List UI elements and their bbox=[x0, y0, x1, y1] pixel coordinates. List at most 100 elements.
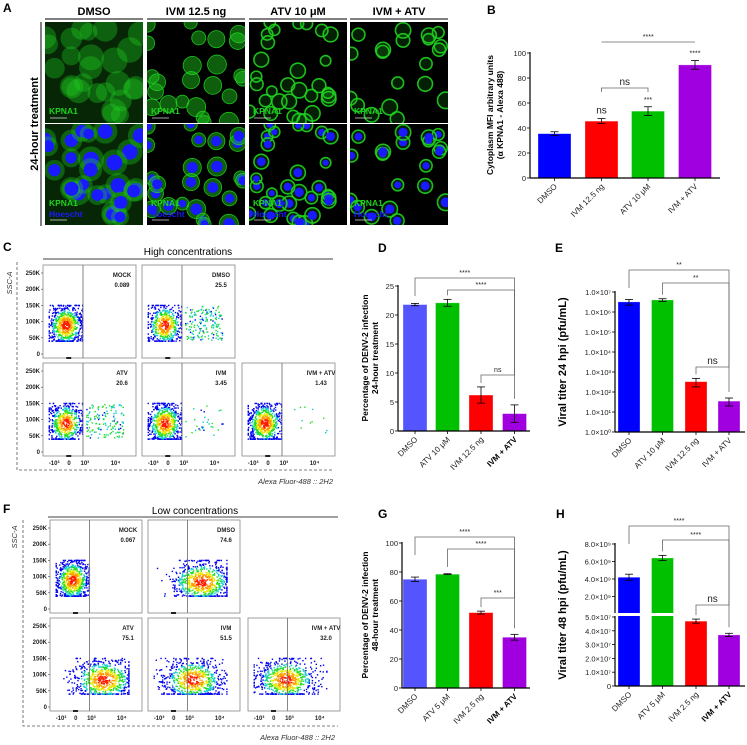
event-dot bbox=[80, 325, 82, 327]
event-dot bbox=[262, 407, 264, 410]
event-dot bbox=[168, 340, 170, 342]
event-dot bbox=[159, 438, 162, 440]
event-dot bbox=[70, 566, 72, 568]
event-dot bbox=[204, 559, 207, 562]
event-dot bbox=[57, 438, 60, 440]
event-dot bbox=[147, 424, 149, 427]
event-dot bbox=[104, 414, 106, 417]
event-dot bbox=[64, 594, 66, 596]
event-dot bbox=[168, 314, 170, 317]
event-dot bbox=[164, 438, 167, 440]
event-dot bbox=[113, 404, 115, 406]
event-dot bbox=[171, 326, 174, 328]
event-dot bbox=[64, 331, 67, 334]
event-dot bbox=[215, 337, 217, 339]
event-dot bbox=[263, 426, 266, 429]
event-dot bbox=[82, 583, 85, 586]
event-dot bbox=[168, 416, 170, 418]
nucleus bbox=[274, 198, 284, 209]
event-dot bbox=[226, 581, 228, 583]
event-dot bbox=[61, 578, 63, 580]
event-dot bbox=[187, 565, 189, 567]
event-dot bbox=[208, 309, 210, 311]
event-dot bbox=[68, 433, 70, 435]
event-dot bbox=[161, 336, 164, 338]
event-dot bbox=[51, 340, 53, 342]
event-dot bbox=[59, 414, 62, 416]
event-dot bbox=[60, 576, 63, 578]
nucleus bbox=[268, 190, 275, 197]
event-dot bbox=[58, 334, 60, 337]
event-dot bbox=[266, 423, 268, 425]
event-dot bbox=[201, 318, 203, 321]
event-dot bbox=[59, 422, 62, 424]
event-dot bbox=[148, 425, 151, 428]
event-dot bbox=[77, 304, 79, 307]
event-dot bbox=[155, 426, 157, 428]
event-dot bbox=[61, 416, 63, 418]
event-dot bbox=[64, 313, 67, 315]
event-dot bbox=[69, 333, 72, 336]
event-dot bbox=[156, 428, 158, 430]
event-dot bbox=[154, 434, 156, 436]
event-dot bbox=[269, 415, 271, 418]
event-dot bbox=[254, 438, 257, 440]
event-dot bbox=[156, 334, 159, 337]
event-dot bbox=[163, 438, 165, 440]
event-dot bbox=[212, 594, 214, 597]
event-dot bbox=[48, 323, 50, 325]
event-dot bbox=[70, 584, 72, 587]
event-dot bbox=[73, 571, 76, 573]
nucleus bbox=[83, 128, 94, 140]
event-dot bbox=[248, 420, 250, 422]
x-tick-label: 0 bbox=[67, 461, 71, 467]
event-dot bbox=[162, 433, 164, 435]
event-dot bbox=[205, 318, 208, 320]
event-dot bbox=[183, 566, 185, 569]
event-dot bbox=[64, 410, 66, 413]
event-dot bbox=[60, 574, 63, 577]
event-dot bbox=[158, 419, 160, 421]
event-dot bbox=[56, 567, 58, 569]
event-dot bbox=[167, 417, 169, 419]
event-dot bbox=[55, 322, 57, 325]
event-dot bbox=[66, 429, 68, 431]
event-dot bbox=[87, 580, 90, 582]
event-dot bbox=[255, 430, 258, 432]
event-dot bbox=[179, 438, 182, 440]
event-dot bbox=[161, 427, 163, 430]
event-dot bbox=[221, 589, 223, 591]
event-dot bbox=[154, 308, 157, 310]
event-dot bbox=[168, 311, 171, 314]
event-dot bbox=[280, 421, 282, 424]
event-dot bbox=[115, 410, 117, 412]
event-dot bbox=[177, 321, 179, 323]
event-dot bbox=[59, 586, 61, 589]
event-dot bbox=[220, 592, 222, 594]
event-dot bbox=[172, 321, 174, 324]
event-dot bbox=[213, 570, 216, 572]
event-dot bbox=[97, 407, 99, 409]
event-dot bbox=[149, 438, 151, 440]
event-dot bbox=[262, 416, 265, 418]
event-dot bbox=[77, 431, 79, 433]
event-dot bbox=[188, 329, 190, 331]
event-dot bbox=[191, 321, 194, 323]
stain-label-kpna1: KPNA1 bbox=[253, 106, 282, 116]
event-dot bbox=[68, 419, 70, 422]
event-dot bbox=[154, 435, 156, 438]
event-dot bbox=[221, 583, 224, 585]
event-dot bbox=[170, 420, 172, 423]
event-dot bbox=[157, 332, 159, 335]
event-dot bbox=[174, 424, 176, 426]
stain-label-kpna1: KPNA1 bbox=[151, 106, 180, 116]
event-dot bbox=[68, 437, 71, 440]
panel-a-microscopy: DMSO IVM 12.5 ng ATV 10 μM IVM + ATV 24-… bbox=[29, 6, 448, 226]
event-dot bbox=[253, 422, 256, 424]
event-dot bbox=[170, 415, 173, 418]
event-dot bbox=[148, 338, 150, 341]
event-dot bbox=[156, 324, 158, 326]
event-dot bbox=[257, 412, 259, 414]
event-dot bbox=[63, 577, 66, 579]
event-dot bbox=[70, 417, 72, 419]
